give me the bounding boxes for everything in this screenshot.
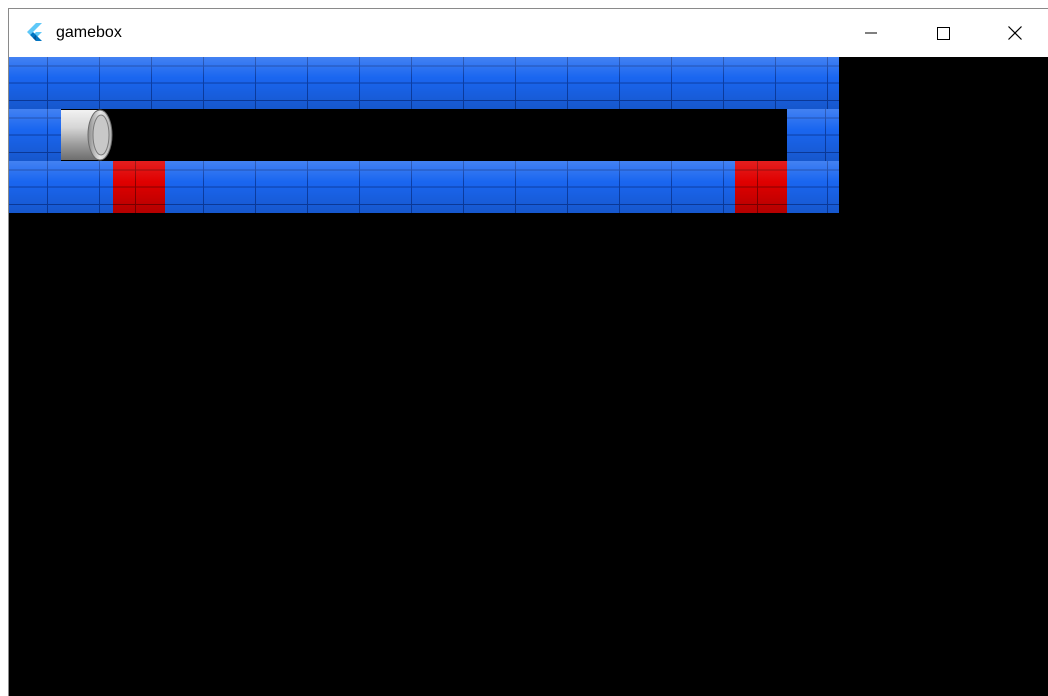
- close-button[interactable]: [979, 9, 1048, 57]
- close-icon: [1008, 26, 1022, 40]
- brick-wall-left: [9, 109, 61, 161]
- brick-wall-right: [787, 109, 839, 161]
- game-canvas[interactable]: [9, 57, 1048, 696]
- pipe-icon: [61, 109, 113, 161]
- maximize-icon: [936, 26, 950, 40]
- title-bar[interactable]: gamebox: [9, 9, 1048, 57]
- window-title: gamebox: [56, 24, 122, 41]
- brick-wall-top: [9, 57, 839, 109]
- corridor: [61, 109, 787, 161]
- minimize-button[interactable]: [835, 9, 907, 57]
- red-brick-left: [113, 161, 165, 213]
- red-brick-right: [735, 161, 787, 213]
- maximize-button[interactable]: [907, 9, 979, 57]
- minimize-icon: [865, 27, 877, 39]
- flutter-logo-icon: [23, 22, 45, 44]
- app-window: gamebox: [8, 8, 1048, 696]
